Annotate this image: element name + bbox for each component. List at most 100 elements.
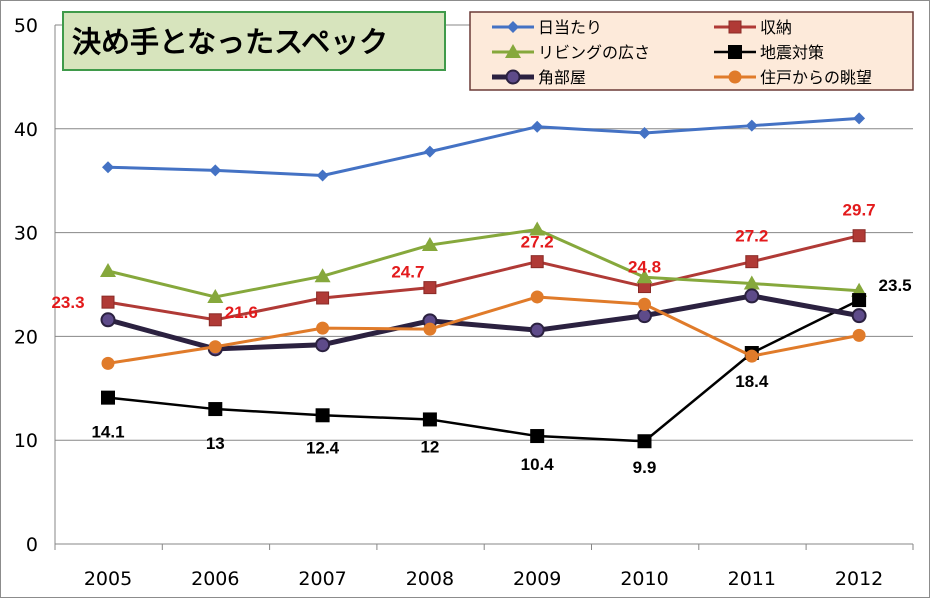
x-tick-label: 2011 — [728, 568, 776, 590]
data-labels: 23.3 21.6 24.7 27.2 24.8 27.2 29.7 14.1 13 12.4 12… — [51, 201, 911, 478]
y-tick-label: 0 — [26, 534, 38, 556]
series-line — [107, 295, 860, 365]
data-label: 23.3 — [51, 293, 84, 312]
data-label: 12 — [420, 437, 439, 456]
square-marker — [728, 45, 742, 59]
chart-title: 決め手となったスペック — [72, 25, 388, 59]
diamond-marker — [102, 161, 114, 174]
data-label: 24.8 — [628, 258, 661, 277]
circle-marker — [505, 69, 521, 85]
square-marker — [101, 390, 115, 405]
series-0 — [102, 112, 866, 182]
circle-marker — [208, 340, 222, 354]
triangle-marker — [505, 44, 521, 58]
circle-marker — [423, 322, 437, 336]
square-marker — [316, 291, 330, 305]
chart-title-box: 決め手となったスペック — [62, 11, 446, 71]
data-label: 14.1 — [91, 423, 124, 442]
data-label: 12.4 — [306, 438, 340, 457]
legend-label: 地震対策 — [760, 43, 824, 62]
square-marker — [422, 412, 437, 427]
series-5 — [101, 290, 866, 370]
x-tick-label: 2006 — [191, 568, 239, 590]
series-group — [100, 112, 868, 449]
legend-label: 日当たり — [538, 18, 602, 37]
data-label: 24.7 — [391, 263, 424, 282]
square-marker — [637, 434, 652, 449]
x-tick-label: 2007 — [298, 568, 346, 590]
circle-marker — [315, 337, 331, 353]
x-tick-label: 2009 — [513, 568, 561, 590]
x-tick-label: 2005 — [84, 568, 132, 590]
diamond-marker — [423, 145, 436, 158]
triangle-marker — [636, 269, 653, 284]
diamond-marker — [531, 120, 544, 133]
square-marker — [423, 281, 437, 295]
circle-marker — [101, 356, 115, 370]
x-tick-label: 2010 — [620, 568, 668, 590]
triangle-marker — [529, 221, 546, 236]
square-marker — [745, 255, 759, 269]
y-tick-label: 50 — [14, 15, 38, 37]
triangle-marker — [421, 237, 438, 252]
legend-label: 収納 — [760, 18, 792, 37]
square-marker — [208, 402, 223, 417]
square-marker — [101, 295, 115, 309]
circle-marker — [852, 328, 866, 342]
data-label: 27.2 — [521, 233, 554, 252]
square-marker — [852, 229, 866, 243]
series-line — [107, 298, 860, 443]
series-line — [107, 116, 860, 178]
triangle-marker — [100, 263, 116, 278]
series-line — [107, 227, 860, 299]
circle-marker — [100, 312, 116, 328]
circle-marker — [851, 308, 867, 324]
data-label: 23.5 — [879, 276, 912, 295]
legend-label: 住戸からの眺望 — [760, 68, 872, 87]
data-label: 27.2 — [735, 227, 768, 246]
diamond-marker — [507, 21, 519, 33]
square-marker — [728, 20, 742, 34]
legend-label: リビングの広さ — [538, 43, 650, 62]
data-label: 10.4 — [521, 455, 555, 474]
triangle-marker — [743, 275, 760, 290]
square-marker — [852, 293, 867, 308]
diamond-marker — [209, 164, 222, 177]
diamond-marker — [638, 126, 651, 139]
x-tick-label: 2008 — [406, 568, 454, 590]
triangle-marker — [314, 268, 331, 283]
diamond-marker — [853, 112, 866, 125]
y-tick-label: 40 — [14, 119, 38, 141]
circle-marker — [529, 322, 545, 338]
data-label: 29.7 — [843, 201, 876, 220]
circle-marker — [728, 70, 742, 84]
x-tick-label: 2012 — [835, 568, 883, 590]
series-1 — [101, 229, 866, 327]
data-label: 9.9 — [633, 458, 657, 477]
y-tick-label: 30 — [14, 223, 38, 245]
legend-label: 角部屋 — [538, 68, 586, 87]
square-marker — [315, 408, 330, 423]
circle-marker — [638, 297, 651, 311]
axes: 0 10 20 30 40 50 2005 2006 2007 2008 2009 2010 2011 2… — [14, 15, 914, 590]
circle-marker — [316, 321, 330, 335]
triangle-marker — [207, 288, 224, 303]
diamond-marker — [745, 119, 758, 132]
diamond-marker — [316, 169, 329, 182]
data-label: 21.6 — [225, 303, 258, 322]
square-marker — [208, 313, 222, 327]
circle-marker — [744, 288, 760, 304]
data-label: 13 — [206, 434, 225, 453]
y-tick-label: 20 — [14, 326, 38, 348]
series-line — [107, 293, 860, 352]
circle-marker — [745, 349, 759, 363]
circle-marker — [637, 308, 652, 324]
y-tick-label: 10 — [14, 430, 38, 452]
circle-marker — [530, 290, 544, 304]
square-marker — [530, 429, 545, 444]
data-label: 18.4 — [735, 372, 769, 391]
square-marker — [530, 255, 544, 269]
series-line — [107, 234, 860, 322]
